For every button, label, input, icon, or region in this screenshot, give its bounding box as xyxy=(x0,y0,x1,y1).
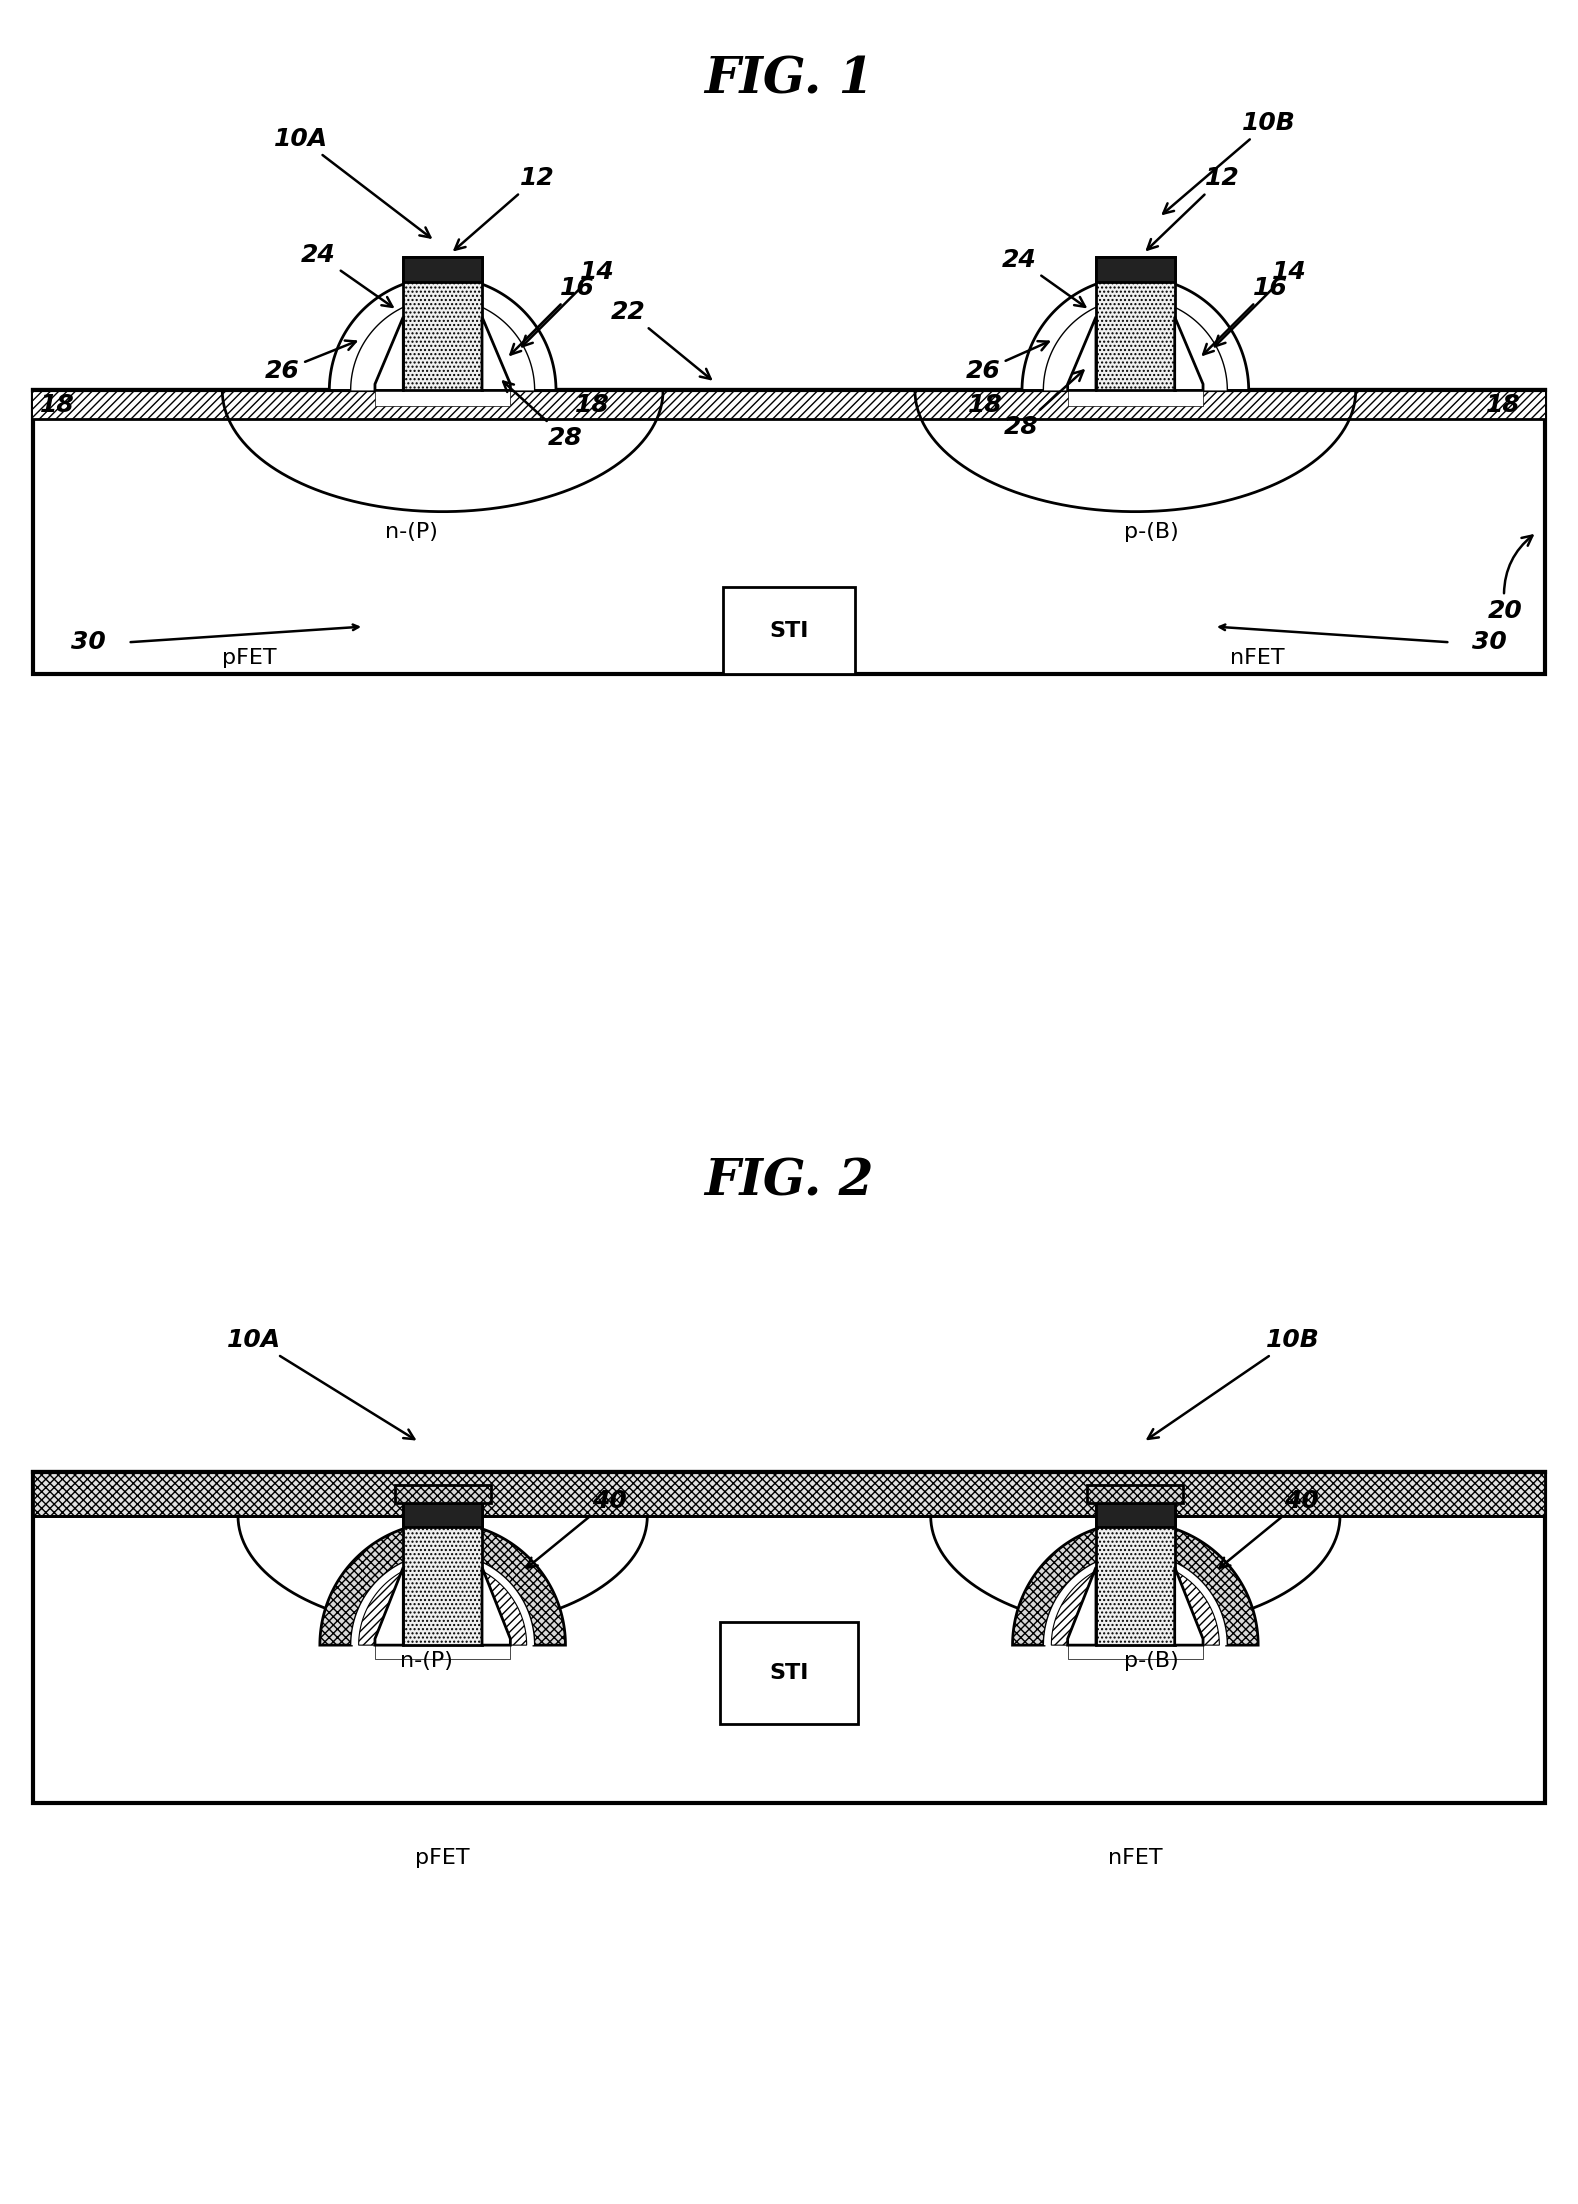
Bar xyxy=(404,1503,481,1644)
Text: 18: 18 xyxy=(39,392,74,417)
Bar xyxy=(1097,1503,1174,1527)
Text: 10A: 10A xyxy=(227,1327,415,1439)
Polygon shape xyxy=(481,1567,510,1644)
Text: STI: STI xyxy=(770,622,808,641)
Polygon shape xyxy=(1068,1567,1097,1644)
Text: 16: 16 xyxy=(1202,276,1288,355)
Polygon shape xyxy=(376,317,404,390)
Bar xyxy=(33,1472,1545,1803)
Text: pFET: pFET xyxy=(222,648,276,668)
Text: 10B: 10B xyxy=(1147,1327,1319,1439)
Text: 26: 26 xyxy=(966,342,1049,383)
Polygon shape xyxy=(1045,300,1226,390)
Polygon shape xyxy=(320,1523,565,1644)
Text: FIG. 2: FIG. 2 xyxy=(704,1157,874,1206)
Bar xyxy=(376,390,510,406)
Polygon shape xyxy=(330,278,555,390)
Bar xyxy=(404,256,481,390)
Text: n-(P): n-(P) xyxy=(401,1651,453,1671)
Text: 24: 24 xyxy=(301,242,393,306)
Text: 16: 16 xyxy=(511,276,595,355)
Bar xyxy=(720,1622,858,1724)
Bar xyxy=(33,1472,1545,1516)
Polygon shape xyxy=(1174,1567,1202,1644)
Text: 10A: 10A xyxy=(275,126,431,238)
Text: 10B: 10B xyxy=(1163,110,1296,214)
Text: 24: 24 xyxy=(1002,247,1086,306)
Bar xyxy=(1068,1644,1202,1660)
Bar xyxy=(404,1503,481,1527)
Text: 28: 28 xyxy=(1004,370,1084,439)
Bar xyxy=(404,256,481,282)
Text: FIG. 1: FIG. 1 xyxy=(704,55,874,104)
Polygon shape xyxy=(352,1554,533,1644)
Polygon shape xyxy=(358,1560,527,1644)
Polygon shape xyxy=(1174,317,1202,390)
Polygon shape xyxy=(481,317,510,390)
Text: 40: 40 xyxy=(1220,1488,1319,1567)
Text: p-(B): p-(B) xyxy=(1124,1651,1179,1671)
Text: 18: 18 xyxy=(1486,392,1521,417)
Bar xyxy=(1068,390,1202,406)
Text: 14: 14 xyxy=(522,260,614,346)
Bar xyxy=(33,390,1545,674)
Text: 40: 40 xyxy=(527,1488,626,1567)
Bar xyxy=(1097,256,1174,282)
Text: p-(B): p-(B) xyxy=(1124,522,1179,542)
Text: 26: 26 xyxy=(265,342,357,383)
Polygon shape xyxy=(1013,1523,1258,1644)
Text: 30: 30 xyxy=(1472,630,1507,655)
Text: nFET: nFET xyxy=(1229,648,1284,668)
Text: STI: STI xyxy=(770,1662,808,1682)
Text: 30: 30 xyxy=(71,630,106,655)
Text: 12: 12 xyxy=(454,165,554,249)
Polygon shape xyxy=(1023,278,1248,390)
Bar xyxy=(1087,1485,1184,1503)
Bar xyxy=(33,390,1545,419)
Bar xyxy=(394,1485,491,1503)
Text: 14: 14 xyxy=(1215,260,1307,346)
Text: n-(P): n-(P) xyxy=(385,522,437,542)
Text: 18: 18 xyxy=(969,392,1004,417)
Polygon shape xyxy=(1051,1560,1220,1644)
Polygon shape xyxy=(352,300,533,390)
Text: 22: 22 xyxy=(611,300,710,379)
Bar xyxy=(1097,1503,1174,1644)
Polygon shape xyxy=(376,1567,404,1644)
Text: 20: 20 xyxy=(1488,536,1532,624)
Polygon shape xyxy=(1045,1554,1226,1644)
Bar xyxy=(1097,256,1174,390)
Text: 18: 18 xyxy=(574,392,609,417)
Text: pFET: pFET xyxy=(415,1847,470,1867)
Text: nFET: nFET xyxy=(1108,1847,1163,1867)
Bar xyxy=(723,586,855,674)
Text: 12: 12 xyxy=(1147,165,1239,249)
Bar xyxy=(376,1644,510,1660)
Polygon shape xyxy=(1068,317,1097,390)
Text: 28: 28 xyxy=(503,381,582,450)
